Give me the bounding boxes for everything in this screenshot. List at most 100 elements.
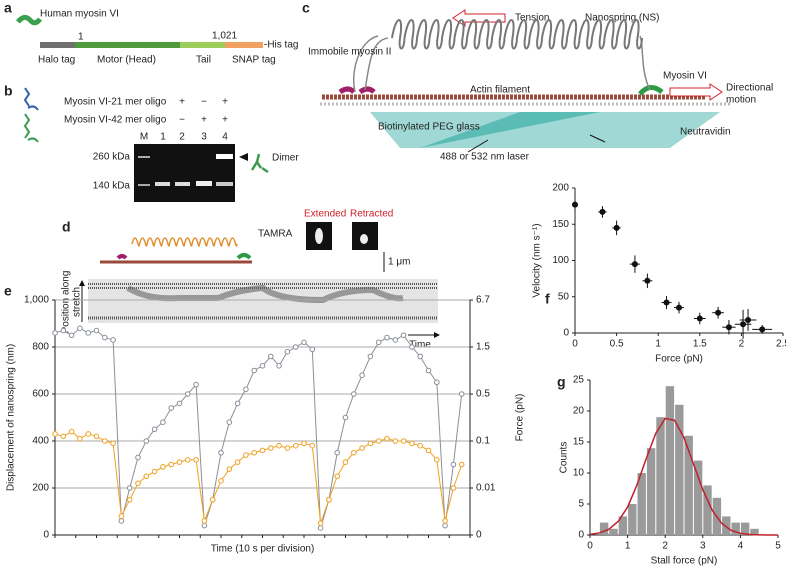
data-point [193, 381, 199, 388]
data-point [359, 445, 365, 451]
x-tick-label: 1 [655, 339, 661, 350]
residue-end: 1,021 [212, 31, 237, 42]
data-point [442, 518, 448, 524]
x-axis-label: Stall force (pN) [651, 556, 718, 567]
data-point [425, 447, 432, 454]
gel-band [216, 154, 233, 159]
data-point [425, 367, 432, 374]
y-tick-label: 25 [573, 375, 585, 386]
sign: − [201, 97, 207, 108]
y-tick-label: 0 [563, 328, 569, 339]
label: Biotinylated PEG glass [378, 122, 480, 133]
data-point [450, 485, 457, 491]
data-point [126, 496, 133, 503]
data-point [218, 449, 224, 456]
snap-domain [225, 42, 263, 48]
data-point [409, 344, 415, 350]
series-line [54, 327, 463, 529]
axis-label: Time [409, 340, 431, 351]
label: Actin filament [470, 85, 530, 96]
y-axis-label: Counts [559, 442, 570, 474]
oligo-icon [23, 87, 39, 111]
y-tick-label: 400 [32, 436, 49, 447]
label: Myosin VI [663, 71, 707, 82]
data-point [135, 454, 141, 461]
y-tick-label: 50 [558, 291, 570, 302]
data-point [745, 316, 752, 323]
panel-c: Tension Nanospring (NS) Immobile myosin … [308, 9, 773, 163]
domain-label: Motor (Head) [97, 55, 156, 66]
panel-label: e [4, 283, 12, 299]
data-point [384, 334, 390, 341]
data-point [458, 391, 465, 397]
x-axis-label: Force (pN) [655, 354, 703, 365]
data-point [450, 461, 457, 468]
label: Immobile myosin II [308, 47, 391, 58]
y-tick-label: 100 [552, 255, 569, 266]
y-tick-label: 600 [32, 389, 49, 400]
data-point [160, 464, 166, 470]
data-point [60, 327, 67, 334]
domain-label: Halo tag [38, 55, 75, 66]
panel-a: Human myosin VI 1 1,021 -His tag Halo ta… [16, 9, 298, 66]
tamra-label: TAMRA [258, 229, 293, 240]
histogram-bar [656, 417, 665, 535]
kymo-trace [126, 284, 404, 304]
data-point [417, 353, 424, 360]
data-point [367, 440, 374, 447]
y-tick-label: 5 [578, 499, 584, 510]
data-point [268, 445, 274, 451]
data-point [226, 419, 233, 426]
data-point [52, 431, 58, 437]
series-line [54, 430, 463, 524]
position-arrow-head [79, 280, 85, 286]
axis [589, 380, 778, 536]
data-point [725, 324, 732, 331]
data-point [259, 363, 266, 369]
time-arrow-head [434, 332, 440, 338]
data-point [351, 449, 357, 456]
gel-band [175, 182, 190, 186]
x-tick-label: 1 [625, 541, 631, 552]
data-point [176, 400, 183, 407]
data-point [276, 363, 282, 369]
x-tick-label: 3 [700, 541, 706, 552]
data-point [613, 224, 620, 231]
data-point [259, 447, 266, 454]
gel-band [216, 182, 233, 186]
data-point [77, 325, 83, 332]
data-point [442, 522, 448, 529]
data-point [201, 522, 208, 529]
label: motion [726, 95, 756, 106]
dna-linker [353, 35, 651, 93]
data-point [417, 442, 424, 449]
data-point [392, 337, 399, 343]
motor-domain [75, 42, 180, 48]
gel-band [138, 184, 150, 186]
nanospring [391, 19, 643, 50]
panel-label: g [557, 374, 566, 390]
data-point [292, 442, 299, 449]
y2-tick-label: 0.5 [476, 389, 490, 400]
data-point [135, 480, 141, 487]
dimer-icon [250, 153, 269, 174]
lane-label: 2 [179, 132, 185, 143]
data-point [759, 326, 766, 333]
data-point [309, 442, 316, 449]
data-point [68, 332, 75, 339]
data-point [243, 452, 249, 458]
data-point [392, 438, 399, 444]
histogram-bar [618, 516, 628, 535]
image-label: Retracted [350, 209, 393, 220]
row-label: Myosin VI-21 mer oligo [64, 97, 167, 108]
data-point [185, 391, 191, 397]
data-point [715, 309, 722, 316]
data-point [201, 518, 208, 524]
gel [134, 144, 235, 202]
histogram-bar [740, 522, 750, 535]
data-point [85, 431, 91, 437]
laser-beam [420, 112, 600, 148]
residue-start: 1 [78, 32, 84, 43]
y-tick-label: 10 [573, 468, 585, 479]
data-point [663, 299, 670, 306]
